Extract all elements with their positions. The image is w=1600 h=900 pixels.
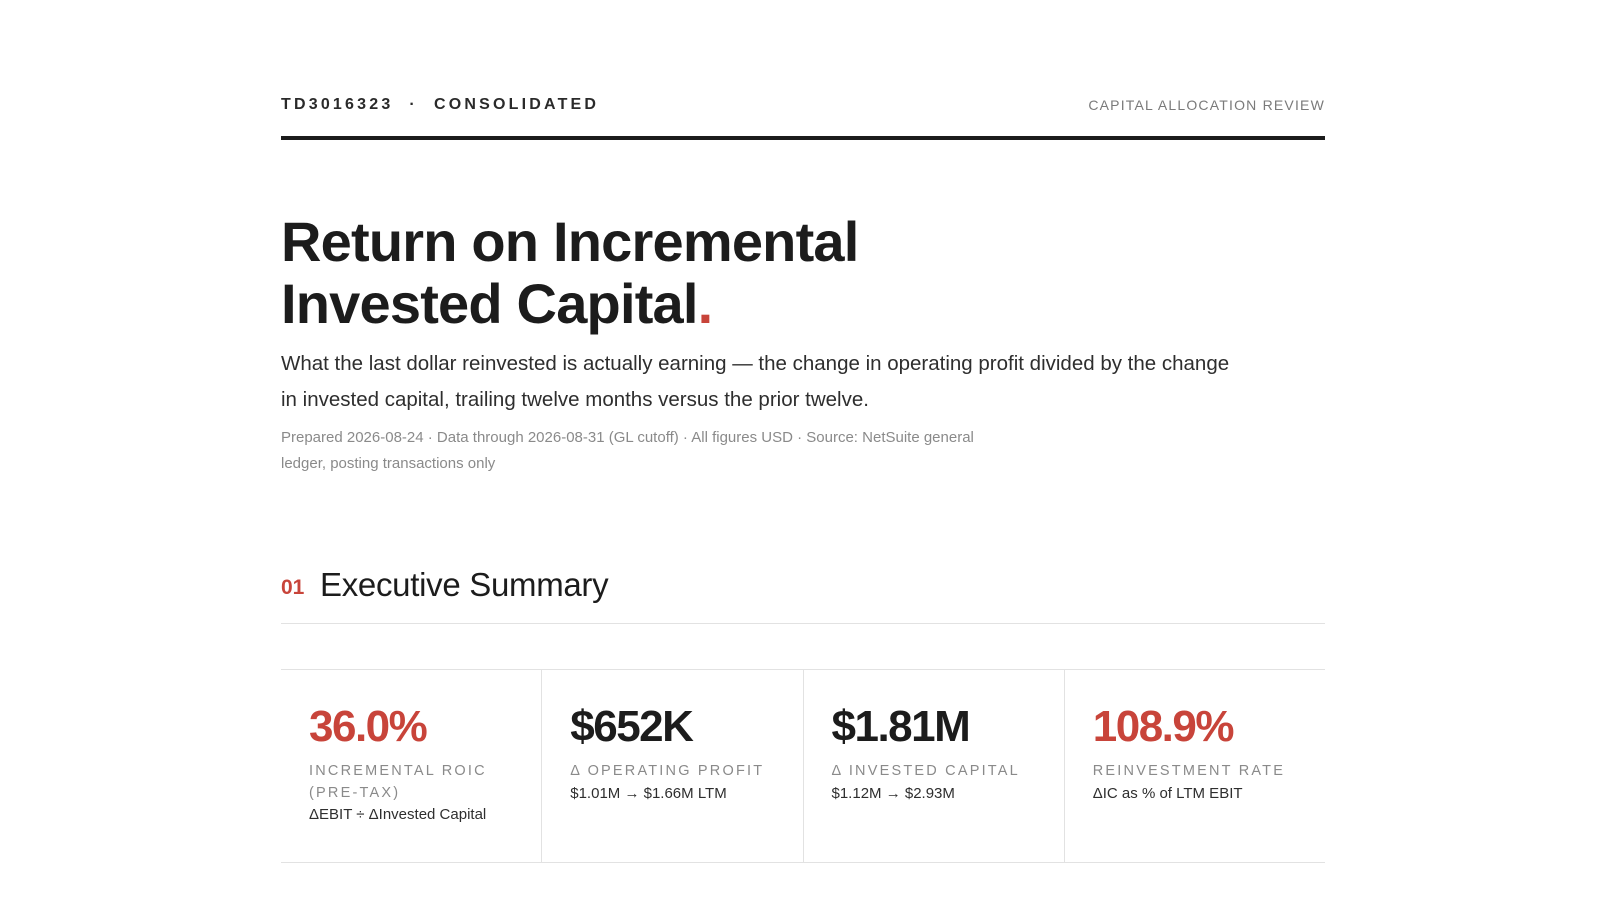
- kpi-strip: 36.0% Incremental ROIC (pre-tax) ΔEBIT ÷…: [281, 669, 1325, 863]
- kpi-value: $1.81M: [831, 702, 971, 751]
- section-header: 01 Executive Summary: [281, 560, 1325, 624]
- kpi-label: Δ Operating Profit: [570, 763, 765, 779]
- title-line-1: Return on Incremental: [281, 210, 859, 273]
- kpi-note: ΔIC as % of LTM EBIT: [1092, 785, 1243, 802]
- kpi-label: Δ Invested Capital: [831, 763, 1020, 779]
- title-accent-dot: .: [697, 272, 714, 335]
- kpi-label: Incremental ROIC (pre-tax): [309, 763, 487, 801]
- kpi-card-reinvestment-rate: 108.9% Reinvestment Rate ΔIC as % of LTM…: [1065, 670, 1325, 862]
- kpi-value: 108.9%: [1092, 702, 1235, 751]
- document-id: TD3016323 · CONSOLIDATED: [281, 96, 599, 114]
- kpi-card-operating-profit: $652K Δ Operating Profit $1.01M → $1.66M…: [542, 670, 804, 862]
- report-metadata: Prepared 2026-08-24 · Data through 2026-…: [281, 429, 974, 472]
- kpi-note: ΔEBIT ÷ ΔInvested Capital: [309, 806, 487, 823]
- document-number: TD3016323: [281, 96, 394, 113]
- kpi-label: Reinvestment Rate: [1092, 763, 1286, 779]
- kpi-note: $1.12M → $2.93M: [831, 785, 955, 802]
- section-number: 01: [281, 576, 305, 599]
- kpi-value: 36.0%: [309, 702, 428, 751]
- kpi-value: $652K: [570, 702, 694, 751]
- kpi-card-invested-capital: $1.81M Δ Invested Capital $1.12M → $2.93…: [804, 670, 1065, 862]
- kpi-note: $1.01M → $1.66M LTM: [570, 785, 727, 802]
- section-title: Executive Summary: [320, 566, 609, 603]
- title-line-2: Invested Capital: [281, 272, 698, 335]
- header-separator: ·: [409, 96, 418, 113]
- page-title: Return on Incremental Invested Capital.: [281, 211, 859, 335]
- report-type-label: CAPITAL ALLOCATION REVIEW: [1088, 97, 1325, 113]
- entity-label: CONSOLIDATED: [433, 96, 600, 113]
- report-header-bar: TD3016323 · CONSOLIDATED CAPITAL ALLOCATIO…: [281, 94, 1325, 140]
- page-subtitle: What the last dollar reinvested is actua…: [281, 352, 1230, 411]
- kpi-card-incremental-roic: 36.0% Incremental ROIC (pre-tax) ΔEBIT ÷…: [281, 670, 543, 862]
